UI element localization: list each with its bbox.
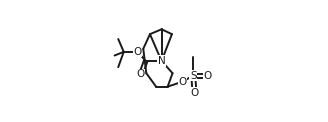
Text: O: O [178, 77, 186, 87]
Text: N: N [158, 56, 165, 66]
Text: O: O [190, 88, 199, 98]
Text: O: O [133, 47, 142, 57]
Text: O: O [137, 69, 145, 79]
Text: S: S [190, 71, 196, 81]
Text: O: O [203, 71, 212, 81]
